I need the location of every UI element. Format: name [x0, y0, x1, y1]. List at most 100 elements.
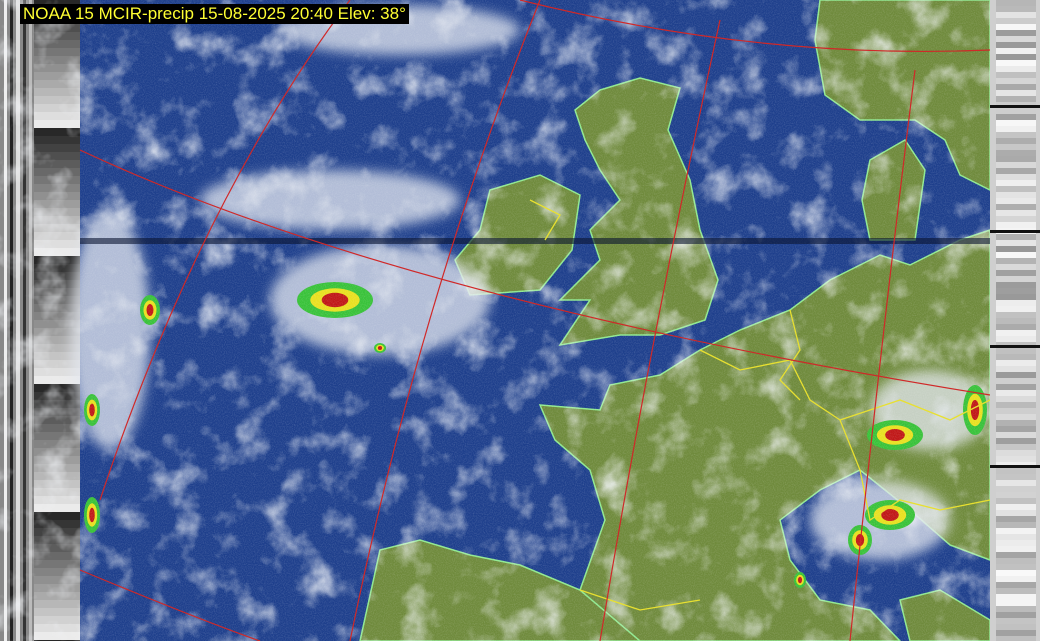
telemetry-step [996, 498, 1036, 504]
wedge-step [34, 264, 80, 272]
wedge-step [34, 576, 80, 584]
telemetry-step [996, 552, 1036, 558]
wedge-step [34, 48, 80, 56]
telemetry-step [996, 444, 1036, 450]
wedge-step [34, 80, 80, 88]
wedge-step [34, 504, 80, 512]
telemetry-step [996, 252, 1036, 258]
wedge-step [34, 496, 80, 504]
telemetry-step [996, 168, 1036, 174]
wedge-step [34, 424, 80, 432]
telemetry-step [996, 42, 1036, 48]
wedge-step [34, 40, 80, 48]
wedge-step [34, 512, 80, 520]
telemetry-step [996, 564, 1036, 570]
wedge-step [34, 552, 80, 560]
telemetry-step [996, 558, 1036, 564]
telemetry-step [996, 108, 1036, 114]
telemetry-step [996, 144, 1036, 150]
telemetry-step [996, 492, 1036, 498]
telemetry-step [996, 330, 1036, 336]
telemetry-step [996, 240, 1036, 246]
telemetry-step [996, 378, 1036, 384]
telemetry-step [996, 582, 1036, 588]
wedge-step [34, 152, 80, 160]
wedge-step [34, 120, 80, 128]
wedge-step [34, 208, 80, 216]
scan-line-dropout [80, 238, 990, 244]
telemetry-step [996, 174, 1036, 180]
telemetry-step [996, 516, 1036, 522]
wedge-step [34, 232, 80, 240]
wedge-step [34, 544, 80, 552]
telemetry-step [996, 282, 1036, 288]
telemetry-step [996, 486, 1036, 492]
telemetry-marker [990, 105, 1040, 108]
telemetry-step [996, 624, 1036, 630]
telemetry-step [996, 276, 1036, 282]
wedge-step [34, 384, 80, 392]
telemetry-step [996, 78, 1036, 84]
wedge-step [34, 200, 80, 208]
wedge-step [34, 128, 80, 136]
wedge-step [34, 136, 80, 144]
telemetry-step [996, 384, 1036, 390]
telemetry-step [996, 222, 1036, 228]
image-caption: NOAA 15 MCIR-precip 15-08-2025 20:40 Ele… [20, 4, 409, 24]
telemetry-step [996, 90, 1036, 96]
wedge-step [34, 160, 80, 168]
telemetry-step [996, 540, 1036, 546]
telemetry-step [996, 48, 1036, 54]
wedge-step [34, 32, 80, 40]
telemetry-step [996, 96, 1036, 102]
telemetry-step [996, 198, 1036, 204]
telemetry-step [996, 12, 1036, 18]
telemetry-step [996, 618, 1036, 624]
telemetry-step [996, 366, 1036, 372]
telemetry-step [996, 336, 1036, 342]
telemetry-step [996, 114, 1036, 120]
scan-noise [80, 0, 990, 641]
wedge-step [34, 72, 80, 80]
telemetry-step [996, 606, 1036, 612]
telemetry-step [996, 570, 1036, 576]
telemetry-step [996, 306, 1036, 312]
wedge-step [34, 592, 80, 600]
wedge-step [34, 472, 80, 480]
telemetry-step [996, 546, 1036, 552]
telemetry-step [996, 210, 1036, 216]
wedge-step [34, 376, 80, 384]
wedge-step [34, 240, 80, 248]
wedge-step [34, 224, 80, 232]
telemetry-step [996, 588, 1036, 594]
telemetry-step [996, 66, 1036, 72]
wedge-step [34, 192, 80, 200]
telemetry-step [996, 150, 1036, 156]
telemetry-step [996, 636, 1036, 641]
telemetry-step [996, 156, 1036, 162]
telemetry-step [996, 132, 1036, 138]
telemetry-step [996, 30, 1036, 36]
telemetry-step [996, 72, 1036, 78]
telemetry-step [996, 234, 1036, 240]
wedge-step [34, 272, 80, 280]
wedge-step [34, 488, 80, 496]
telemetry-step [996, 162, 1036, 168]
telemetry-marker [990, 230, 1040, 233]
wedge-step [34, 616, 80, 624]
telemetry-step [996, 18, 1036, 24]
telemetry-step [996, 450, 1036, 456]
wedge-step [34, 600, 80, 608]
wedge-step [34, 624, 80, 632]
telemetry-step [996, 408, 1036, 414]
wedge-step [34, 112, 80, 120]
wedge-step [34, 584, 80, 592]
telemetry-step [996, 264, 1036, 270]
wedge-step [34, 560, 80, 568]
wedge-step [34, 568, 80, 576]
wedge-step [34, 256, 80, 264]
telemetry-step [996, 324, 1036, 330]
wedge-step [34, 56, 80, 64]
telemetry-step [996, 426, 1036, 432]
